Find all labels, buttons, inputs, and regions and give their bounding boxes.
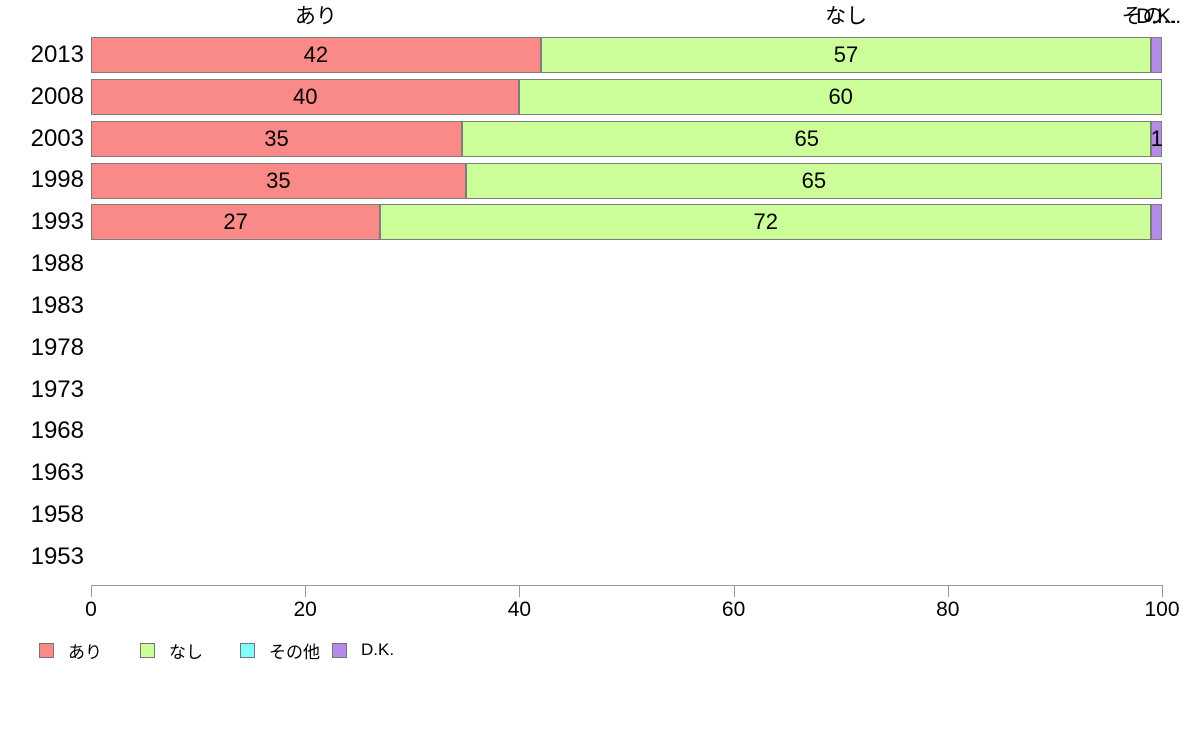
x-axis-tick <box>1162 585 1163 597</box>
y-axis-label: 2003 <box>30 124 84 152</box>
bar-value-label: 65 <box>794 125 819 151</box>
y-axis-label: 1973 <box>30 375 84 403</box>
column-header: なし <box>825 5 868 28</box>
legend-label: D.K. <box>361 640 395 659</box>
bar-segment: 72 <box>380 204 1152 241</box>
y-axis-label: 1983 <box>30 291 84 319</box>
bar-segment: 60 <box>519 78 1162 115</box>
bar-segment: 65 <box>465 162 1162 199</box>
column-header: あり <box>294 5 337 28</box>
x-axis-tick <box>733 585 735 597</box>
bar-segment: 42 <box>91 37 541 73</box>
bar-segment: 65 <box>462 120 1152 157</box>
bar-value-label: 65 <box>801 167 827 193</box>
bar-segment: 27 <box>91 204 381 241</box>
x-axis-tick-label: 60 <box>721 598 746 621</box>
y-axis-label: 1963 <box>30 459 84 487</box>
x-axis-tick <box>305 585 307 597</box>
legend-label: あり <box>68 642 102 662</box>
x-axis-tick-label: 80 <box>936 598 960 621</box>
bar-value-label: 35 <box>264 125 289 151</box>
legend-swatch <box>140 642 155 658</box>
legend-swatch <box>332 642 347 658</box>
bar-segment <box>1151 37 1162 73</box>
x-axis-tick-label: 40 <box>507 598 532 621</box>
legend-swatch <box>39 642 54 658</box>
legend-item: なし <box>140 641 203 662</box>
bar-value-label: 40 <box>292 83 318 109</box>
legend-label: なし <box>169 642 203 662</box>
bar-segment: 40 <box>91 78 520 115</box>
bar-value-label: 35 <box>266 167 291 193</box>
bar-value-label: 60 <box>828 83 853 109</box>
bar-segment: 57 <box>540 37 1152 73</box>
y-axis-label: 1988 <box>30 250 84 278</box>
y-axis-label: 1953 <box>30 542 84 570</box>
y-axis-label: 2008 <box>30 82 84 110</box>
y-axis-label: 1998 <box>30 166 84 194</box>
y-axis-label: 1968 <box>30 417 84 445</box>
x-axis-tick-label: 20 <box>293 598 317 621</box>
bar-value-label: 72 <box>753 209 778 235</box>
y-axis-label: 1993 <box>30 208 84 236</box>
column-header: D.K. <box>1136 5 1178 28</box>
legend-item: その他 <box>240 641 320 662</box>
bar-value-label: 27 <box>223 209 248 235</box>
bar-value-label: 42 <box>303 42 329 67</box>
bar-segment: 35 <box>91 120 463 157</box>
bar-segment: 35 <box>91 162 466 199</box>
y-axis-label: 2013 <box>30 41 84 68</box>
y-axis-label: 1978 <box>30 333 84 361</box>
bar-value-label: 57 <box>833 42 859 67</box>
x-axis-tick <box>91 585 92 597</box>
x-axis-tick <box>519 585 521 597</box>
legend-item: あり <box>39 641 102 662</box>
bar-segment <box>1151 204 1162 241</box>
x-axis-tick-label: 0 <box>85 598 97 621</box>
bar-value-label: 1 <box>1150 125 1163 151</box>
legend-label: その他 <box>269 642 320 662</box>
x-axis-tick-label: 100 <box>1144 598 1180 621</box>
legend-item: D.K. <box>332 640 395 659</box>
legend-swatch <box>240 642 255 658</box>
y-axis-label: 1958 <box>30 501 84 529</box>
bar-segment: 1 <box>1150 120 1163 157</box>
column-header: その... <box>1121 5 1182 28</box>
x-axis-tick <box>947 585 949 597</box>
x-axis-line <box>91 585 1163 586</box>
